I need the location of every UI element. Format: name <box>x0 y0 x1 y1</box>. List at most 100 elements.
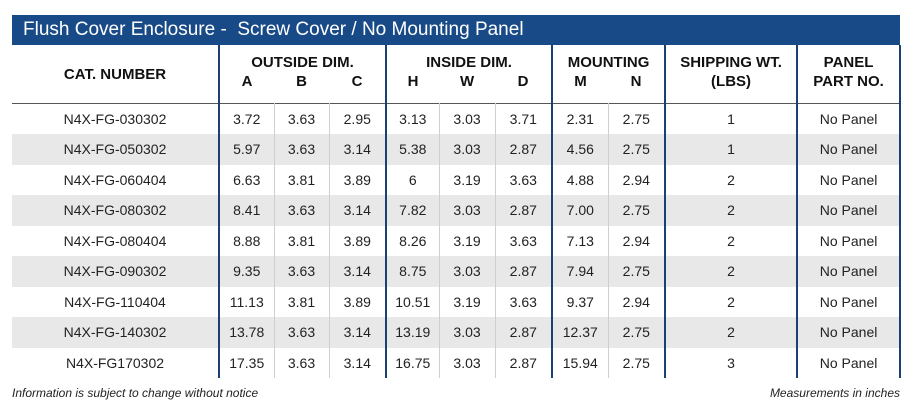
cell-mounting-n: 2.94 <box>607 164 666 195</box>
header-d: D <box>517 73 529 90</box>
cell-mounting-n: 2.94 <box>607 225 666 256</box>
cell-outside-a: 5.97 <box>218 134 274 165</box>
cell-panel-part: No Panel <box>796 164 902 195</box>
footer-note-right: Measurements in inches <box>769 386 900 400</box>
cell-mounting-n: 2.94 <box>607 286 666 317</box>
cell-outside-b: 3.63 <box>273 103 329 134</box>
table-row: N4X-FG-080302 8.41 3.63 3.14 7.82 3.03 2.87 7.0… <box>12 195 902 226</box>
cell-panel-part: No Panel <box>796 103 902 134</box>
cell-panel-part: No Panel <box>796 286 902 317</box>
header-c: C <box>351 73 363 90</box>
header-shipping-wt: SHIPPING WT. <box>664 45 798 71</box>
table-row: N4X-FG-140302 13.78 3.63 3.14 13.19 3.03 2.87 1… <box>12 317 902 348</box>
table-body: N4X-FG-030302 3.72 3.63 2.95 3.13 3.03 3.71 2.3… <box>12 103 902 378</box>
cell-inside-h: 7.82 <box>385 195 440 226</box>
table-row: N4X-FG-110404 11.13 3.81 3.89 10.51 3.19 3.63 9… <box>12 286 902 317</box>
cell-inside-h: 16.75 <box>385 347 440 378</box>
cell-cat-number: N4X-FG-050302 <box>12 134 219 165</box>
cell-mounting-m: 4.56 <box>551 134 609 165</box>
header-outside-dim: OUTSIDE DIM. <box>217 45 387 71</box>
spec-table: CAT. NUMBER OUTSIDE DIM. INSIDE DIM. MOU… <box>12 45 902 378</box>
header-shipping-unit: (LBS) <box>664 71 798 104</box>
cell-cat-number: N4X-FG-060404 <box>63 171 167 188</box>
cell-outside-a: 3.72 <box>218 103 274 134</box>
cell-mounting-n: 2.75 <box>607 103 666 134</box>
cell-shipping-wt: 2 <box>664 225 798 256</box>
cell-panel-part: No Panel <box>796 347 902 378</box>
cell-outside-b: 3.63 <box>273 347 329 378</box>
cell-mounting-m: 4.88 <box>551 164 609 195</box>
cell-panel-part: No Panel <box>796 195 902 226</box>
cell-panel-part: No Panel <box>796 225 902 256</box>
cell-outside-a: 8.41 <box>218 195 274 226</box>
cell-cat-number: N4X-FG-080302 <box>12 195 219 226</box>
cell-outside-c: 3.89 <box>328 225 387 256</box>
cell-cat-number: N4X-FG-140302 <box>12 317 219 348</box>
cell-inside-h: 6 <box>385 164 440 195</box>
cell-shipping-wt: 2 <box>664 195 798 226</box>
header-h: H <box>385 71 440 104</box>
cell-mounting-n: 2.75 <box>607 256 666 287</box>
cell-outside-c: 3.14 <box>328 256 387 287</box>
cell-mounting-n: 2.75 <box>607 317 666 348</box>
cell-panel-part: No Panel <box>796 134 902 165</box>
cell-inside-w: 3.03 <box>438 317 496 348</box>
cell-outside-a: 9.35 <box>218 256 274 287</box>
cell-inside-d: 2.87 <box>494 256 553 287</box>
header-w: W <box>459 73 475 90</box>
cell-outside-b: 3.63 <box>273 134 329 165</box>
cell-shipping-wt: 1 <box>664 103 798 134</box>
cell-outside-a: 6.63 <box>218 164 274 195</box>
cell-cat-number: N4X-FG-030302 <box>63 111 167 127</box>
cell-inside-h: 13.19 <box>385 317 440 348</box>
header-panel-part: PART NO. <box>796 71 902 104</box>
table-row: N4X-FG-080404 8.88 3.81 3.89 8.26 3.19 3.63 7.1… <box>12 225 902 256</box>
header-a: A <box>218 71 274 104</box>
table-row: N4X-FG170302 17.35 3.63 3.14 16.75 3.03 2.87 15… <box>12 347 902 378</box>
header-m: M <box>551 71 609 104</box>
cell-mounting-n: 2.75 <box>607 347 666 378</box>
cell-mounting-m: 7.00 <box>551 195 609 226</box>
cell-cat-number: N4X-FG-110404 <box>64 293 166 310</box>
cell-inside-h: 8.75 <box>385 256 440 287</box>
cell-mounting-n: 2.75 <box>607 195 666 226</box>
cell-shipping-wt: 1 <box>664 134 798 165</box>
cell-mounting-m: 9.37 <box>551 286 609 317</box>
cell-outside-b: 3.63 <box>273 317 329 348</box>
cell-inside-d: 3.63 <box>494 286 553 317</box>
table-row: N4X-FG-090302 9.35 3.63 3.14 8.75 3.03 2.87 7.9… <box>12 256 902 287</box>
cell-outside-b: 3.63 <box>273 195 329 226</box>
cell-outside-c: 3.14 <box>328 347 387 378</box>
cell-shipping-wt: 2 <box>664 317 798 348</box>
header-n: N <box>630 73 642 90</box>
cell-inside-w: 3.19 <box>438 286 496 317</box>
cell-shipping-wt: 2 <box>664 256 798 287</box>
cell-outside-b: 3.81 <box>273 164 329 195</box>
cell-outside-b: 3.63 <box>273 256 329 287</box>
header-panel: PANEL <box>796 45 902 71</box>
cell-inside-d: 3.63 <box>494 164 553 195</box>
cell-outside-c: 2.95 <box>328 103 387 134</box>
cell-panel-part: No Panel <box>796 256 902 287</box>
cell-outside-c: 3.14 <box>328 134 387 165</box>
cell-shipping-wt: 2 <box>664 286 798 317</box>
cell-inside-w: 3.03 <box>438 134 496 165</box>
cell-inside-d: 2.87 <box>494 134 553 165</box>
cell-inside-w: 3.19 <box>438 225 496 256</box>
cell-outside-a: 13.78 <box>218 317 274 348</box>
cell-inside-d: 3.71 <box>494 103 553 134</box>
cell-shipping-wt: 2 <box>664 164 798 195</box>
footer-note-left: Information is subject to change without… <box>12 386 259 400</box>
cell-inside-h: 5.38 <box>385 134 440 165</box>
cell-inside-d: 2.87 <box>494 347 553 378</box>
table-title: Flush Cover Enclosure - Screw Cover / No… <box>12 15 900 45</box>
table-row: N4X-FG-030302 3.72 3.63 2.95 3.13 3.03 3.71 2.3… <box>12 103 902 134</box>
cell-inside-w: 3.03 <box>438 347 496 378</box>
header-b: B <box>296 73 307 90</box>
cell-outside-c: 3.14 <box>328 195 387 226</box>
cell-inside-d: 3.63 <box>494 225 553 256</box>
cell-outside-b: 3.81 <box>273 225 329 256</box>
cell-inside-w: 3.03 <box>438 256 496 287</box>
header-inside-dim: INSIDE DIM. <box>385 45 553 71</box>
cell-outside-a: 8.88 <box>218 225 274 256</box>
